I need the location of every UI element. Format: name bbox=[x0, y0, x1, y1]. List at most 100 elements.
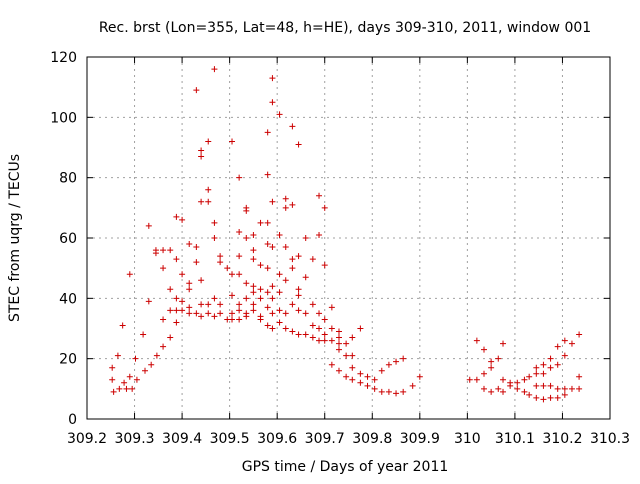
data-point bbox=[148, 361, 155, 368]
data-point bbox=[250, 301, 257, 308]
data-point bbox=[282, 325, 289, 332]
data-point bbox=[495, 385, 502, 392]
data-points bbox=[109, 66, 583, 403]
data-point bbox=[309, 334, 316, 341]
chart-title: Rec. brst (Lon=355, Lat=48, h=HE), days … bbox=[99, 20, 591, 36]
data-point bbox=[173, 307, 180, 314]
data-point bbox=[349, 352, 356, 359]
data-point bbox=[264, 304, 271, 311]
data-point bbox=[243, 280, 250, 287]
data-point bbox=[276, 111, 283, 118]
data-point bbox=[217, 253, 224, 260]
data-point bbox=[547, 364, 554, 371]
data-point bbox=[357, 325, 364, 332]
data-point bbox=[264, 322, 271, 329]
data-point bbox=[243, 235, 250, 241]
plot-frame bbox=[86, 56, 611, 420]
data-point bbox=[173, 213, 180, 220]
y-tick-label: 20 bbox=[59, 352, 77, 368]
data-point bbox=[198, 313, 205, 320]
data-point bbox=[173, 295, 180, 302]
data-point bbox=[193, 310, 200, 317]
data-point bbox=[145, 298, 152, 305]
data-point bbox=[282, 244, 289, 251]
data-point bbox=[393, 358, 400, 365]
data-point bbox=[198, 147, 205, 154]
data-point bbox=[193, 259, 200, 266]
data-point bbox=[205, 186, 212, 193]
data-point bbox=[236, 253, 243, 260]
data-point bbox=[229, 316, 236, 323]
y-tick-label: 0 bbox=[68, 412, 77, 428]
data-point bbox=[521, 388, 528, 395]
data-point bbox=[243, 313, 250, 320]
data-point bbox=[205, 310, 212, 317]
data-point bbox=[371, 376, 378, 383]
data-point bbox=[167, 334, 174, 341]
data-point bbox=[211, 295, 218, 302]
data-point bbox=[160, 343, 167, 350]
data-point bbox=[126, 373, 133, 380]
data-point bbox=[561, 337, 568, 344]
data-point bbox=[179, 216, 186, 223]
data-point bbox=[236, 307, 243, 314]
data-point bbox=[198, 153, 205, 160]
data-point bbox=[276, 319, 283, 326]
data-point bbox=[295, 331, 302, 338]
data-point bbox=[335, 346, 342, 353]
data-point bbox=[321, 316, 328, 323]
data-point bbox=[289, 201, 296, 208]
data-point bbox=[554, 343, 561, 350]
data-point bbox=[167, 307, 174, 314]
data-point bbox=[179, 271, 186, 278]
data-point bbox=[173, 256, 180, 263]
data-point bbox=[236, 271, 243, 278]
data-point bbox=[250, 289, 257, 296]
data-point bbox=[533, 364, 540, 371]
data-point bbox=[160, 265, 167, 272]
data-point bbox=[576, 373, 583, 380]
y-tick-label: 80 bbox=[59, 171, 77, 187]
ticks: 309.2 309.3 309.4 309.5 309.6 309.7 309.8 309.9… bbox=[50, 50, 630, 447]
data-point bbox=[495, 355, 502, 362]
data-point bbox=[349, 364, 356, 371]
data-point bbox=[547, 394, 554, 401]
data-point bbox=[217, 310, 224, 317]
data-point bbox=[400, 388, 407, 395]
data-point bbox=[250, 247, 257, 254]
data-point bbox=[282, 195, 289, 202]
x-tick-label: 310.1 bbox=[495, 431, 535, 447]
data-point bbox=[236, 316, 243, 323]
data-point bbox=[533, 382, 540, 389]
data-point bbox=[357, 370, 364, 377]
data-point bbox=[378, 367, 385, 374]
data-point bbox=[198, 198, 205, 205]
data-point bbox=[568, 385, 575, 392]
data-point bbox=[186, 310, 193, 317]
data-point bbox=[276, 231, 283, 238]
data-point bbox=[335, 367, 342, 374]
data-point bbox=[179, 307, 186, 314]
y-tick-label: 100 bbox=[50, 110, 77, 126]
data-point bbox=[335, 340, 342, 347]
x-tick-label: 309.6 bbox=[257, 431, 297, 447]
data-point bbox=[236, 174, 243, 181]
data-point bbox=[264, 219, 271, 226]
data-point bbox=[473, 376, 480, 383]
data-point bbox=[295, 286, 302, 293]
data-point bbox=[295, 253, 302, 260]
data-point bbox=[229, 138, 236, 145]
data-point bbox=[276, 307, 283, 314]
data-point bbox=[500, 388, 507, 395]
data-point bbox=[335, 334, 342, 341]
data-point bbox=[198, 277, 205, 284]
data-point bbox=[316, 325, 323, 332]
data-point bbox=[561, 391, 568, 398]
data-point bbox=[321, 337, 328, 344]
data-point bbox=[282, 277, 289, 284]
data-point bbox=[114, 352, 121, 359]
data-point bbox=[343, 340, 350, 347]
x-tick-label: 309.4 bbox=[162, 431, 202, 447]
